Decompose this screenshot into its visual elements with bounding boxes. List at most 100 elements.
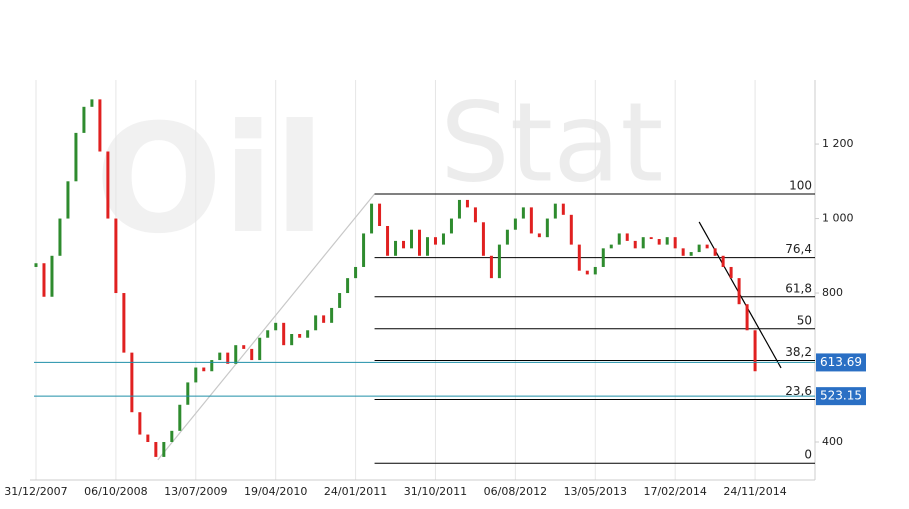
candle: [346, 278, 350, 294]
candle: [194, 367, 198, 383]
candle: [633, 240, 637, 249]
candle: [138, 412, 142, 435]
candle: [505, 229, 509, 245]
candle: [689, 252, 693, 256]
candle: [513, 218, 517, 230]
candle: [705, 244, 709, 249]
candle: [529, 207, 533, 234]
candle: [386, 225, 390, 256]
candle: [226, 352, 230, 364]
x-tick-label: 24/01/2011: [324, 485, 387, 498]
candle: [330, 307, 334, 323]
candle: [721, 255, 725, 267]
fib-label: 100: [789, 178, 812, 192]
y-tick-label: 800: [822, 286, 843, 299]
fib-label: 50: [797, 313, 812, 327]
candle: [362, 233, 366, 267]
candle: [42, 263, 46, 297]
candle: [561, 203, 565, 215]
y-tick-label: 400: [822, 435, 843, 448]
candle: [242, 345, 246, 349]
candle: [418, 229, 422, 256]
candle: [378, 203, 382, 226]
candle: [585, 270, 589, 275]
watermark: Oil: [95, 93, 325, 267]
candle: [266, 330, 270, 338]
price-label-box: [816, 387, 866, 406]
candle: [521, 207, 525, 219]
candle: [50, 255, 54, 297]
candle: [569, 214, 573, 245]
candle: [577, 244, 581, 271]
candle: [489, 255, 493, 279]
candle: [681, 248, 685, 256]
candle: [306, 330, 310, 338]
candle: [473, 207, 477, 223]
candle: [154, 442, 158, 457]
candle: [258, 337, 262, 361]
candle: [425, 237, 429, 256]
candle: [745, 304, 749, 331]
candle: [146, 434, 150, 443]
y-tick-label: 1 200: [822, 137, 854, 150]
candle: [649, 237, 653, 240]
candle: [250, 348, 254, 361]
candle: [290, 334, 294, 346]
x-tick-label: 13/07/2009: [164, 485, 227, 498]
candle: [625, 233, 629, 241]
fib-label: 61,8: [785, 281, 812, 295]
x-tick-label: 31/10/2011: [404, 485, 467, 498]
candle: [753, 330, 757, 372]
candle: [553, 203, 557, 219]
candle: [82, 106, 86, 133]
candle: [481, 222, 485, 256]
candle: [106, 151, 110, 219]
candle: [457, 199, 461, 219]
candle: [370, 203, 374, 234]
candle: [66, 181, 70, 219]
candle: [178, 404, 182, 431]
candle: [234, 345, 238, 364]
candle: [609, 244, 613, 249]
candle: [713, 248, 717, 256]
candle: [314, 315, 318, 331]
candle: [298, 334, 302, 338]
x-tick-label: 06/08/2012: [484, 485, 547, 498]
x-tick-label: 13/05/2013: [564, 485, 627, 498]
candle: [354, 266, 358, 279]
x-tick-label: 19/04/2010: [244, 485, 307, 498]
fib-label: 38,2: [785, 345, 812, 359]
price-label: 613.69: [820, 355, 862, 369]
candle: [449, 218, 453, 234]
candle: [162, 442, 166, 457]
candle: [537, 233, 541, 238]
x-tick-label: 06/10/2008: [84, 485, 147, 498]
fib-label: 0: [804, 448, 812, 462]
candle: [210, 360, 214, 372]
fib-label: 23,6: [785, 384, 812, 398]
candle: [410, 229, 414, 249]
candle: [641, 237, 645, 249]
candle: [697, 244, 701, 253]
candle: [322, 315, 326, 323]
candle: [186, 382, 190, 405]
y-tick-label: 1 000: [822, 212, 854, 225]
candle: [601, 248, 605, 267]
x-tick-label: 31/12/2007: [4, 485, 67, 498]
candle: [98, 99, 102, 152]
trend-line: [157, 193, 376, 461]
candle: [497, 244, 501, 279]
candle: [402, 240, 406, 249]
candle: [274, 322, 278, 331]
candle: [130, 352, 134, 413]
candle: [593, 266, 597, 275]
x-tick-label: 24/11/2014: [723, 485, 786, 498]
candle: [657, 239, 661, 245]
candle: [673, 237, 677, 249]
candle: [34, 263, 38, 267]
candle: [729, 266, 733, 279]
candle: [218, 352, 222, 361]
candle: [90, 99, 94, 107]
